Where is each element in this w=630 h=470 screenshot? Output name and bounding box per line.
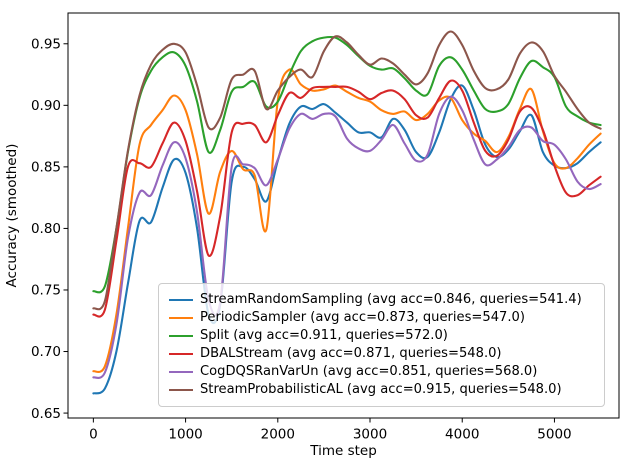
legend-line-sample	[169, 388, 193, 392]
series-line-StreamProbabilisticAL	[92, 30, 602, 311]
legend-line-sample	[169, 352, 193, 356]
x-tick-label: 0	[89, 427, 98, 443]
legend-box: StreamRandomSampling (avg acc=0.846, que…	[158, 283, 605, 407]
series-line-StreamRandomSampling	[92, 84, 602, 395]
x-axis-title: Time step	[309, 443, 377, 459]
series-line-CogDQSRanVarUn	[92, 95, 602, 379]
series-line-DBALStream	[92, 79, 602, 318]
y-tick-label: 0.85	[31, 160, 61, 176]
legend-line-sample	[169, 298, 193, 302]
y-tick-label: 0.90	[31, 98, 61, 114]
legend-label: CogDQSRanVarUn (avg acc=0.851, queries=5…	[200, 364, 538, 380]
legend-line-sample	[169, 316, 193, 320]
legend-item-CogDQSRanVarUn: CogDQSRanVarUn (avg acc=0.851, queries=5…	[169, 363, 595, 381]
y-tick-label: 0.75	[31, 283, 61, 299]
series-line-Split	[92, 35, 602, 294]
y-tick-label: 0.65	[31, 406, 61, 422]
legend-item-DBALStream: DBALStream (avg acc=0.871, queries=548.0…	[169, 345, 595, 363]
legend-label: StreamProbabilisticAL (avg acc=0.915, qu…	[200, 382, 562, 398]
legend-item-StreamProbabilisticAL: StreamProbabilisticAL (avg acc=0.915, qu…	[169, 381, 595, 399]
legend-label: PeriodicSampler (avg acc=0.873, queries=…	[200, 310, 525, 326]
axis-ticks: 0 1000 2000 3000 4000 5000 0.65 0.70 0.75 0.80 0.8…	[31, 36, 572, 442]
legend-label: Split (avg acc=0.911, queries=572.0)	[200, 328, 448, 344]
legend-item-StreamRandomSampling: StreamRandomSampling (avg acc=0.846, que…	[169, 291, 595, 309]
plot-frame	[67, 12, 620, 419]
legend-line-sample	[169, 334, 193, 338]
x-tick-label: 5000	[537, 427, 571, 443]
x-tick-label: 4000	[445, 427, 479, 443]
x-tick-label: 2000	[261, 427, 295, 443]
x-tick-label: 3000	[353, 427, 387, 443]
legend-label: StreamRandomSampling (avg acc=0.846, que…	[200, 292, 582, 308]
legend-line-sample	[169, 370, 193, 374]
y-tick-label: 0.70	[31, 344, 61, 360]
x-tick-label: 1000	[168, 427, 202, 443]
y-tick-label: 0.80	[31, 221, 61, 237]
legend-label: DBALStream (avg acc=0.871, queries=548.0…	[200, 346, 502, 362]
y-axis-title: Accuracy (smoothed)	[4, 144, 20, 288]
y-tick-label: 0.95	[31, 36, 61, 52]
legend-item-Split: Split (avg acc=0.911, queries=572.0)	[169, 327, 595, 345]
legend-item-PeriodicSampler: PeriodicSampler (avg acc=0.873, queries=…	[169, 309, 595, 327]
series-lines	[92, 30, 602, 395]
